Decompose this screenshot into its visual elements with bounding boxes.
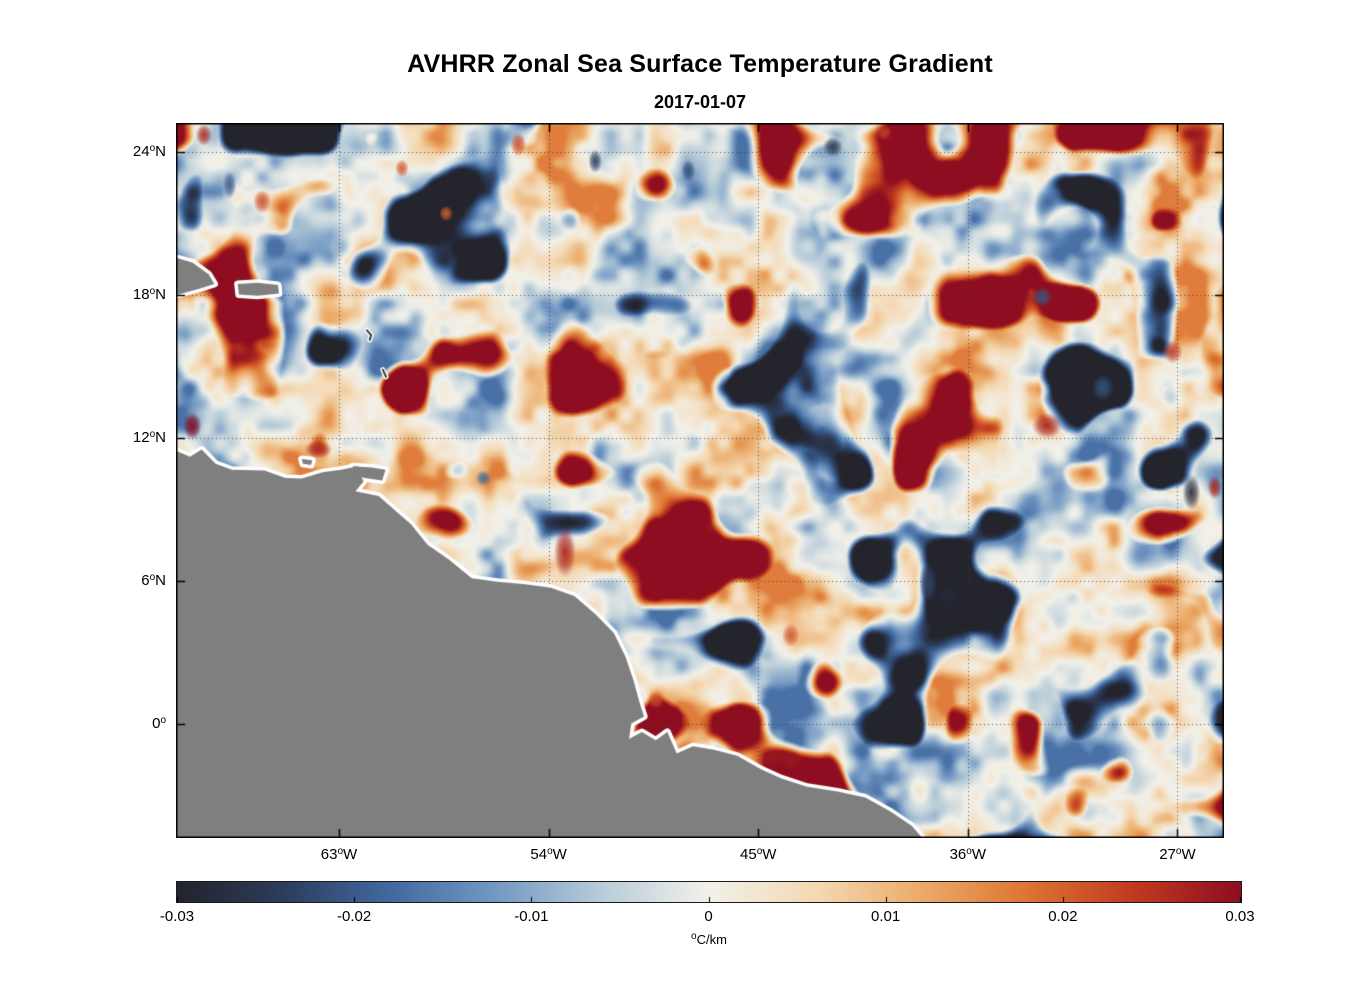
degree-symbol: o [149,428,156,440]
y-tick-label: 12oN [132,428,166,446]
colorbar-tick-label: 0.03 [1225,908,1255,925]
y-tick-label: 0o [152,714,166,732]
x-tick-label: 63oW [320,846,358,863]
degree-symbol: o [547,846,553,857]
unit-text: C/km [696,932,727,947]
colorbar-unit-label: oC/km [176,931,1242,948]
colorbar-tick-label: 0.01 [871,908,901,925]
x-tick-label: 36oW [949,846,987,863]
y-tick-label: 24oN [132,142,166,160]
degree-symbol: o [691,931,697,942]
y-tick-label: 18oN [132,285,166,303]
degree-symbol: o [966,846,972,857]
map-plot-area [176,123,1224,838]
degree-symbol: o [149,142,156,154]
chart-title: AVHRR Zonal Sea Surface Temperature Grad… [407,50,993,78]
colorbar-tick-label: -0.01 [514,908,549,925]
degree-symbol: o [1175,846,1182,857]
degree-symbol: o [160,714,166,726]
x-tick-label: 27oW [1159,846,1196,863]
degree-symbol: o [149,285,156,297]
colorbar-tick-label: -0.02 [337,908,372,925]
degree-symbol: o [756,846,763,857]
degree-symbol: o [149,571,156,583]
x-tick-label: 54oW [530,846,567,863]
degree-symbol: o [337,846,344,857]
colorbar-tick-label: 0 [704,908,713,925]
colorbar-gradient-canvas [177,882,1241,902]
colorbar [176,881,1242,903]
sst-gradient-heatmap-canvas [176,123,1224,838]
colorbar-tick-label: -0.03 [159,908,195,925]
colorbar-tick-label: 0.02 [1048,908,1078,925]
y-tick-label: 6oN [141,571,166,589]
chart-date-subtitle: 2017-01-07 [653,92,747,112]
x-tick-label: 45oW [740,846,777,863]
